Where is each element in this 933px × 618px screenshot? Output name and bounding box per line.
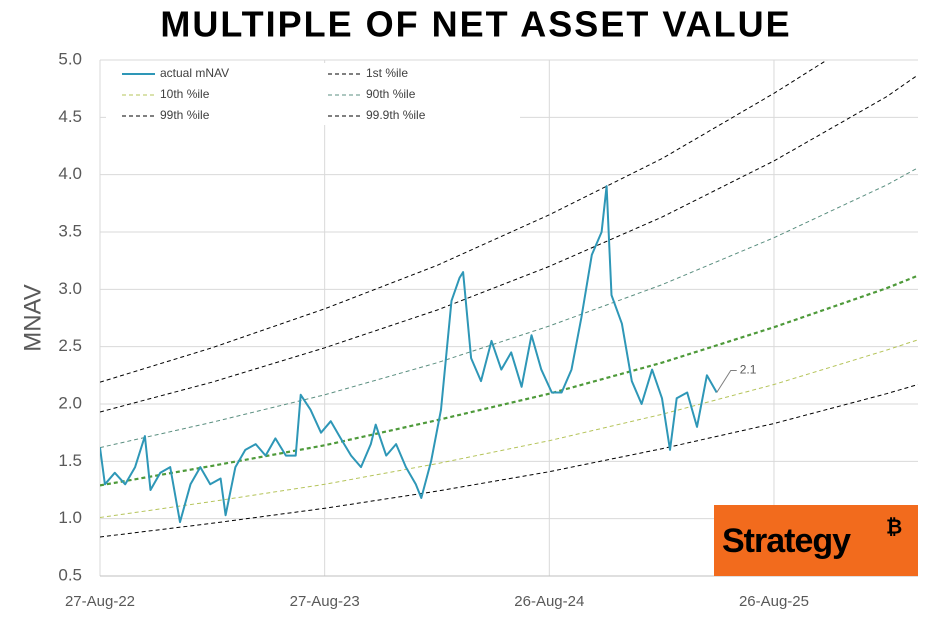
y-tick-label: 4.0: [58, 164, 82, 183]
x-tick-label: 27-Aug-22: [65, 593, 135, 610]
x-tick-label: 27-Aug-23: [290, 593, 360, 610]
logo-text: Strategy: [722, 522, 851, 560]
overlay: 2.1 actual mNAV 1st %ile 10th %ile 90th %ile…: [106, 63, 918, 576]
series-line: [100, 74, 918, 413]
legend-label: 10th %ile: [160, 87, 210, 101]
series-line: [100, 167, 918, 449]
y-tick-label: 3.0: [58, 279, 82, 298]
annotation-leader: [716, 370, 737, 393]
y-tick-label: 3.5: [58, 221, 82, 240]
legend-label: 90th %ile: [366, 87, 416, 101]
y-tick-label: 2.5: [58, 336, 82, 355]
y-tick-label: 4.5: [58, 107, 82, 126]
y-tick-label: 1.5: [58, 451, 82, 470]
legend-label: 99.9th %ile: [366, 108, 426, 122]
legend-label: 1st %ile: [366, 66, 408, 80]
y-tick-label: 0.5: [58, 565, 82, 584]
y-tick-label: 2.0: [58, 393, 82, 412]
legend-label: 99th %ile: [160, 108, 210, 122]
y-tick-label: 1.0: [58, 508, 82, 527]
logo-box: [714, 505, 918, 576]
legend-label: actual mNAV: [160, 66, 229, 80]
y-tick-label: 5.0: [58, 49, 82, 68]
chart-title: MULTIPLE OF NET ASSET VALUE: [160, 4, 791, 45]
series-line: [100, 185, 718, 524]
series-line: [100, 384, 918, 538]
series-line: [100, 274, 918, 487]
logo-symbol: ₿: [886, 516, 902, 538]
legend-box: [106, 63, 520, 125]
annotation: 2.1: [740, 363, 757, 377]
plot-area: [100, 60, 918, 538]
x-tick-label: 26-Aug-25: [739, 593, 809, 610]
x-tick-label: 26-Aug-24: [514, 593, 584, 610]
series-line: [100, 339, 918, 518]
y-axis-label: MNAV: [19, 284, 46, 352]
